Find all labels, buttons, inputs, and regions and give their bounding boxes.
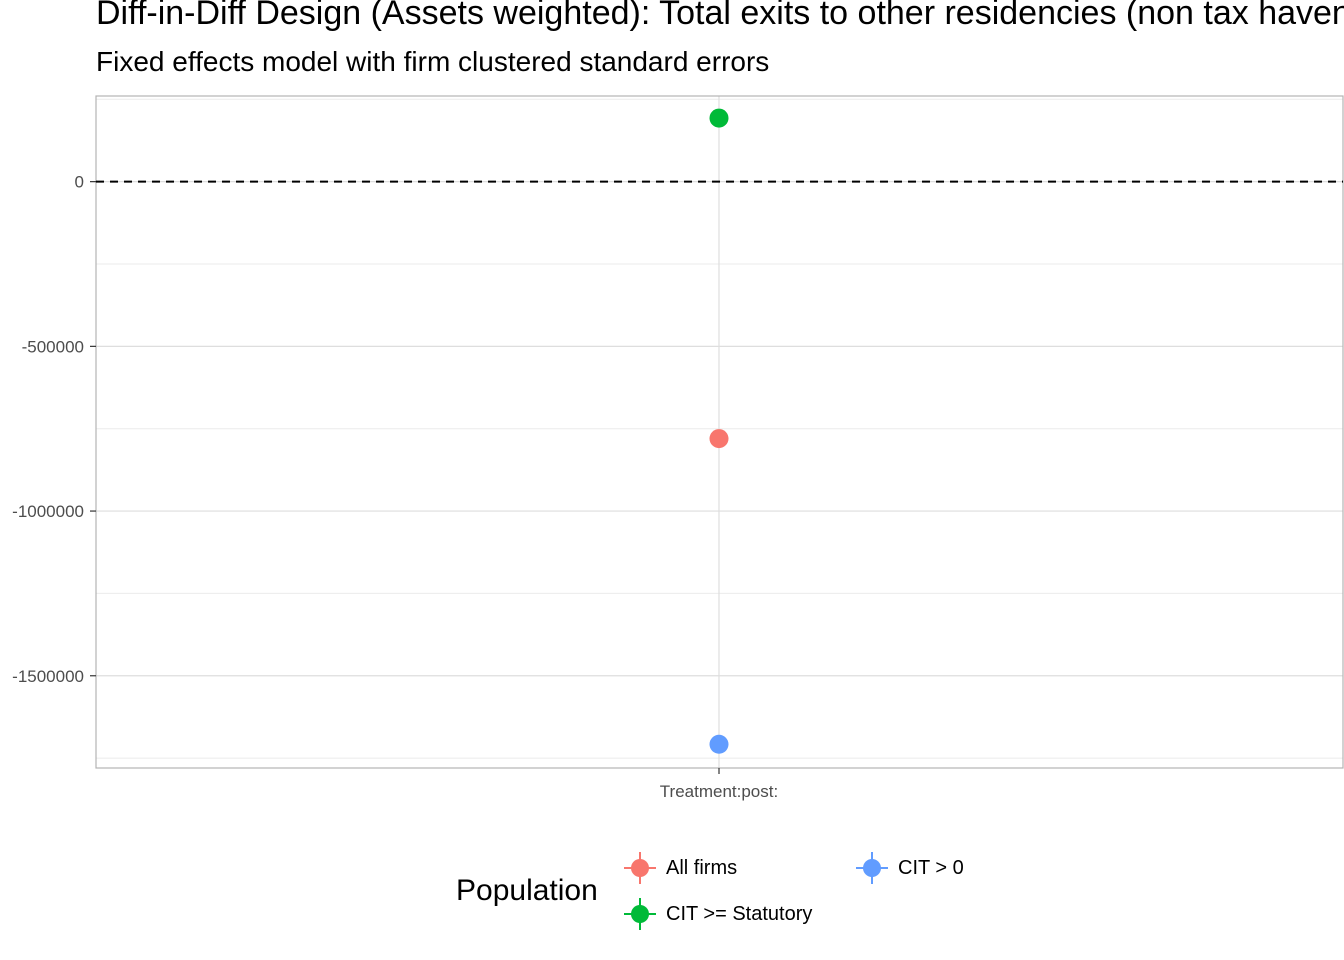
legend-item-all-firms: All firms bbox=[620, 850, 737, 886]
legend-item-cit-statutory: CIT >= Statutory bbox=[620, 896, 812, 932]
legend-key-icon bbox=[852, 850, 892, 886]
data-point-0 bbox=[709, 429, 729, 449]
y-tick-label: 0 bbox=[75, 173, 84, 192]
y-tick-label: -1500000 bbox=[12, 667, 84, 686]
data-point-2 bbox=[709, 734, 729, 754]
x-tick-label: Treatment:post: bbox=[660, 782, 778, 801]
legend-key-icon bbox=[620, 896, 660, 932]
legend-label: CIT > 0 bbox=[898, 856, 964, 879]
chart-svg: 0 -500000 -1000000 -1500000 Treatment:post: bbox=[12, 95, 1344, 801]
legend-label: CIT >= Statutory bbox=[666, 902, 813, 925]
legend-key-point bbox=[631, 859, 649, 877]
legend-title: Population bbox=[456, 874, 598, 907]
legend-item-cit-positive: CIT > 0 bbox=[852, 850, 964, 886]
legend: Population All firms CIT >= Statutory CI… bbox=[456, 848, 1076, 948]
y-tick-label: -1000000 bbox=[12, 502, 84, 521]
chart-subtitle: Fixed effects model with firm clustered … bbox=[96, 46, 770, 77]
y-tick-label: -500000 bbox=[22, 337, 84, 356]
chart-title: Diff-in-Diff Design (Assets weighted): T… bbox=[96, 0, 1344, 32]
legend-label: All firms bbox=[666, 856, 738, 879]
legend-key-icon bbox=[620, 850, 660, 886]
data-point-1 bbox=[709, 108, 729, 128]
